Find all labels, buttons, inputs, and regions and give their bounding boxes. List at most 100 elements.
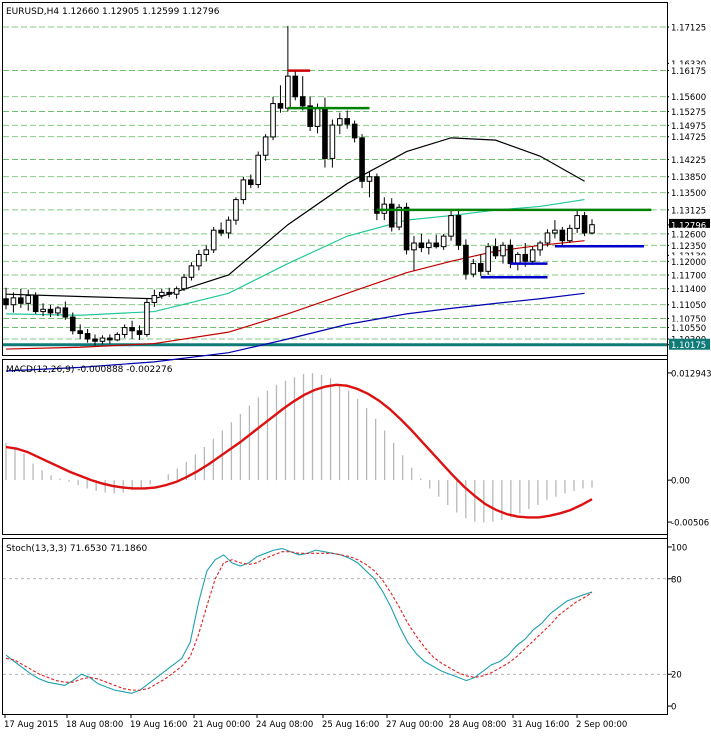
candle [388,203,395,228]
candle [47,308,54,314]
x-tick-label: 2 Sep 00:00 [576,720,627,730]
candle [500,244,506,257]
candle [485,246,491,272]
price-label-bg [669,249,710,261]
candle [477,263,484,272]
candle [552,229,558,234]
x-tick-label: 25 Aug 16:00 [322,720,379,730]
candle [136,330,143,335]
candle [92,338,98,342]
price-tick-label: 1.10175 [671,341,706,351]
price-chart-title: EURUSD,H4 1.12660 1.12905 1.12599 1.1279… [6,7,220,17]
price-label-bg [669,255,710,267]
price-label-bg [669,298,710,310]
price-tick-label: 1.13500 [671,189,706,199]
price-label-bg [669,203,710,215]
candle [463,244,469,275]
candle [403,206,410,251]
price-label-bg [669,21,710,32]
stoch-main-line [5,547,593,694]
candle [359,137,365,182]
candle [240,179,247,201]
candle [262,136,269,156]
candle [522,253,529,262]
candle [255,154,262,185]
stoch-panel-frame [2,538,668,715]
candle [515,253,521,265]
candle [411,242,417,251]
candle [203,249,210,255]
price-label-bg [669,105,710,117]
candle [55,307,61,314]
candle [396,206,402,228]
price-panel-frame [2,2,668,356]
candle [3,298,9,306]
candle [77,330,83,335]
x-tick-label: 27 Aug 00:00 [386,720,443,730]
candle [574,215,580,229]
price-label-bg [669,90,710,102]
candle [426,242,432,249]
price-tick-label: 1.12350 [671,242,706,252]
candle [188,265,195,278]
x-tick-label: 21 Aug 00:00 [193,720,250,730]
price-tick-label: 1.13125 [671,206,706,216]
candle [40,308,46,313]
price-tick-label: 1.13850 [671,173,706,183]
candle [277,103,284,109]
candle [314,107,321,127]
candle [32,295,39,313]
candle [307,105,313,127]
price-label-bg [669,321,710,333]
x-axis: 17 Aug 2015 18 Aug 08:00 19 Aug 16:00 21 Au… [4,714,627,730]
price-label-bg [669,186,710,198]
current-price-box [669,218,710,230]
macd-tick-label: 0.00 [671,477,690,487]
support-price-box [669,338,710,350]
price-label-bg [669,153,710,165]
candle [84,333,91,340]
x-tick-label: 28 Aug 08:00 [449,720,506,730]
candle [144,301,150,335]
candle [62,307,69,318]
candle [537,242,543,251]
moving-average-line [5,292,585,372]
candle [69,316,76,332]
price-tick-label: 1.17125 [671,24,706,34]
candle [351,123,358,139]
candle [581,215,588,234]
macd-chart-title: MACD(12,26,9) -0.000888 -0.002276 [6,365,173,375]
candle [129,327,135,332]
price-label-bg [669,130,710,142]
price-tick-label: 1.12000 [671,258,706,268]
stoch-tick-label: 20 [671,671,682,681]
stoch-tick-label: 80 [671,575,682,585]
x-tick-label: 31 Aug 16:00 [512,720,569,730]
candle [448,215,454,237]
price-tick-label: 1.12600 [671,230,706,240]
candle [285,75,291,109]
price-chart: 1.171251.163301.161751.156001.152751.149… [3,21,710,372]
candle [121,327,128,335]
price-label-bg [669,282,710,294]
price-tick-label: 1.10750 [671,315,706,325]
stoch-chart-title: Stoch(13,3,3) 71.6530 71.1860 [6,544,147,554]
moving-average-line [5,198,585,316]
price-label-bg [669,227,710,239]
price-tick-label: 1.12796 [671,221,706,231]
price-label-bg [669,119,710,131]
candle [210,229,217,251]
candle [173,288,180,295]
candle [440,235,447,248]
price-label-bg [669,170,710,182]
price-tick-label: 1.10550 [671,324,706,334]
price-tick-label: 1.14225 [671,156,706,166]
candle [470,263,477,275]
macd-chart: 0.012943 0.00 -0.00506 [5,369,711,529]
candle [218,229,224,234]
price-tick-label: 1.11700 [671,272,706,282]
candle [166,291,172,295]
price-tick-label: 1.11400 [671,285,706,295]
candle [529,249,536,262]
